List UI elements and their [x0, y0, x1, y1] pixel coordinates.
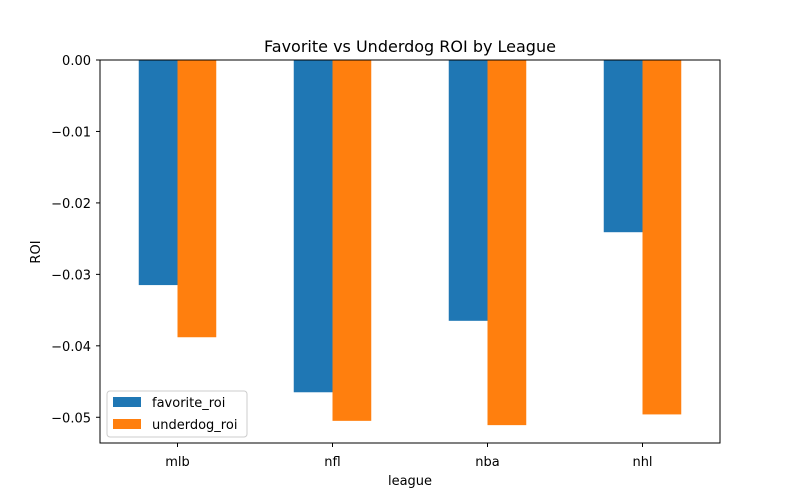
chart-title: Favorite vs Underdog ROI by League — [264, 37, 556, 56]
y-tick-label: −0.01 — [51, 125, 91, 140]
x-tick-label: mlb — [165, 455, 190, 470]
legend-label-favorite: favorite_roi — [152, 396, 225, 411]
y-tick-label: −0.02 — [51, 197, 91, 212]
x-tick-label: nhl — [632, 455, 652, 470]
y-tick-label: 0.00 — [62, 54, 91, 69]
bar-favorite_roi-nfl — [293, 60, 333, 393]
bar-favorite_roi-nhl — [603, 60, 643, 233]
bar-underdog_roi-nba — [487, 60, 527, 426]
bar-favorite_roi-nba — [448, 60, 488, 321]
bar-underdog_roi-nfl — [332, 60, 372, 421]
legend-box — [106, 390, 248, 438]
bars-layer — [138, 60, 682, 426]
y-axis-label: ROI — [29, 240, 44, 263]
x-tick-label: nfl — [324, 455, 340, 470]
legend-label-underdog: underdog_roi — [152, 418, 237, 433]
plot-frame — [99, 59, 721, 444]
x-axis: mlb nfl nba nhl — [165, 443, 653, 470]
y-tick-label: −0.04 — [51, 340, 91, 355]
bar-favorite_roi-mlb — [138, 60, 178, 286]
bar-underdog_roi-nhl — [642, 60, 682, 415]
x-tick-label: nba — [475, 455, 499, 470]
y-tick-label: −0.03 — [51, 268, 91, 283]
y-tick-label: −0.05 — [51, 411, 91, 426]
x-axis-label: league — [388, 474, 432, 489]
legend: favorite_roi underdog_roi — [106, 390, 248, 438]
legend-swatch-favorite — [113, 397, 141, 407]
bar-underdog_roi-mlb — [177, 60, 217, 338]
legend-swatch-underdog — [113, 419, 141, 429]
y-axis: 0.00 −0.01 −0.02 −0.03 −0.04 −0.05 — [51, 54, 100, 426]
